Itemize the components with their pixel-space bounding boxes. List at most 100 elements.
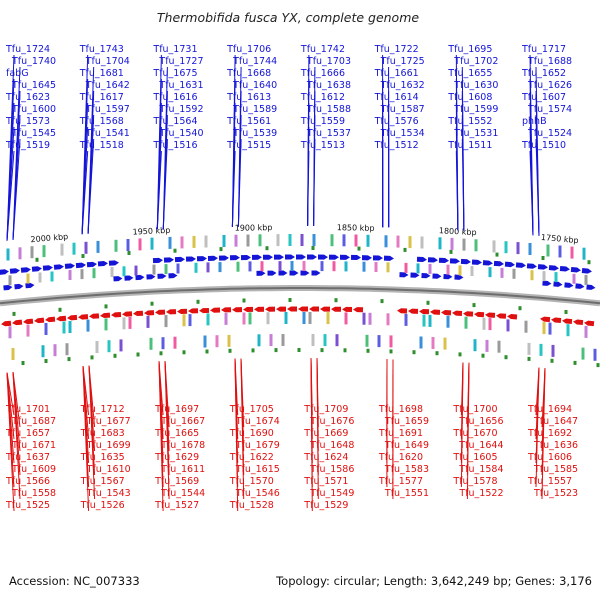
- gene-label[interactable]: phhB: [522, 116, 547, 127]
- gene-label[interactable]: Tfu_1540: [158, 128, 203, 139]
- gene-label[interactable]: Tfu_1657: [5, 428, 50, 439]
- gene-label[interactable]: Tfu_1597: [85, 104, 130, 115]
- gene-label[interactable]: Tfu_1559: [300, 116, 345, 127]
- gene-label[interactable]: Tfu_1670: [452, 428, 497, 439]
- gene-label[interactable]: Tfu_1731: [152, 44, 197, 55]
- gene-label[interactable]: Tfu_1687: [11, 416, 56, 427]
- gene-label[interactable]: Tfu_1668: [226, 68, 271, 79]
- gene-label[interactable]: Tfu_1638: [306, 80, 351, 91]
- gene-label[interactable]: Tfu_1692: [527, 428, 572, 439]
- gene-label[interactable]: Tfu_1694: [527, 404, 572, 415]
- gene-label[interactable]: Tfu_1537: [306, 128, 351, 139]
- gene-label[interactable]: Tfu_1612: [300, 92, 345, 103]
- gene-label[interactable]: Tfu_1655: [447, 68, 492, 79]
- gene-label[interactable]: Tfu_1546: [235, 488, 280, 499]
- gene-label[interactable]: Tfu_1599: [453, 104, 498, 115]
- gene-label[interactable]: Tfu_1644: [458, 440, 503, 451]
- gene-label[interactable]: Tfu_1743: [79, 44, 124, 55]
- gene-label[interactable]: Tfu_1576: [374, 116, 419, 127]
- gene-label[interactable]: Tfu_1691: [378, 428, 423, 439]
- gene-label[interactable]: Tfu_1592: [158, 104, 203, 115]
- gene-label[interactable]: Tfu_1703: [306, 56, 351, 67]
- gene-label[interactable]: Tfu_1652: [521, 68, 566, 79]
- gene-label[interactable]: Tfu_1676: [309, 416, 354, 427]
- gene-label[interactable]: Tfu_1515: [226, 140, 271, 151]
- gene-label[interactable]: Tfu_1558: [11, 488, 56, 499]
- gene-label[interactable]: Tfu_1697: [154, 404, 199, 415]
- gene-label[interactable]: Tfu_1640: [232, 80, 277, 91]
- gene-label[interactable]: Tfu_1632: [380, 80, 425, 91]
- gene-label[interactable]: Tfu_1705: [229, 404, 274, 415]
- gene-label[interactable]: Tfu_1695: [447, 44, 492, 55]
- gene-label[interactable]: Tfu_1567: [80, 476, 125, 487]
- gene-label[interactable]: fabG: [6, 68, 29, 79]
- gene-label[interactable]: Tfu_1529: [303, 500, 348, 511]
- gene-label[interactable]: Tfu_1510: [521, 140, 566, 151]
- gene-label[interactable]: Tfu_1611: [160, 464, 205, 475]
- gene-label[interactable]: Tfu_1630: [453, 80, 498, 91]
- gene-label[interactable]: Tfu_1534: [380, 128, 425, 139]
- gene-label[interactable]: Tfu_1678: [160, 440, 205, 451]
- gene-label[interactable]: Tfu_1615: [235, 464, 280, 475]
- gene-label[interactable]: Tfu_1584: [458, 464, 503, 475]
- gene-label[interactable]: Tfu_1642: [85, 80, 130, 91]
- gene-label[interactable]: Tfu_1700: [452, 404, 497, 415]
- gene-label[interactable]: Tfu_1609: [11, 464, 56, 475]
- gene-label[interactable]: Tfu_1523: [533, 488, 578, 499]
- gene-label[interactable]: Tfu_1569: [154, 476, 199, 487]
- gene-label[interactable]: Tfu_1606: [527, 452, 572, 463]
- gene-label[interactable]: Tfu_1631: [158, 80, 203, 91]
- gene-label[interactable]: Tfu_1649: [384, 440, 429, 451]
- gene-label[interactable]: Tfu_1605: [452, 452, 497, 463]
- gene-label[interactable]: Tfu_1614: [374, 92, 419, 103]
- gene-label[interactable]: Tfu_1541: [85, 128, 130, 139]
- gene-label[interactable]: Tfu_1524: [527, 128, 572, 139]
- gene-label[interactable]: Tfu_1725: [380, 56, 425, 67]
- gene-label[interactable]: Tfu_1557: [527, 476, 572, 487]
- gene-label[interactable]: Tfu_1543: [86, 488, 131, 499]
- gene-label[interactable]: Tfu_1568: [79, 116, 124, 127]
- gene-label[interactable]: Tfu_1679: [235, 440, 280, 451]
- gene-label[interactable]: Tfu_1656: [458, 416, 503, 427]
- gene-label[interactable]: Tfu_1589: [232, 104, 277, 115]
- gene-label[interactable]: Tfu_1702: [453, 56, 498, 67]
- gene-label[interactable]: Tfu_1552: [447, 116, 492, 127]
- gene-label[interactable]: Tfu_1717: [521, 44, 566, 55]
- gene-label[interactable]: Tfu_1722: [374, 44, 419, 55]
- gene-label[interactable]: Tfu_1671: [11, 440, 56, 451]
- gene-label[interactable]: Tfu_1573: [5, 116, 50, 127]
- gene-label[interactable]: Tfu_1561: [226, 116, 271, 127]
- gene-label[interactable]: Tfu_1512: [374, 140, 419, 151]
- gene-label[interactable]: Tfu_1519: [5, 140, 50, 151]
- gene-label[interactable]: Tfu_1585: [533, 464, 578, 475]
- gene-label[interactable]: Tfu_1690: [229, 428, 274, 439]
- gene-label[interactable]: Tfu_1636: [533, 440, 578, 451]
- gene-label[interactable]: Tfu_1724: [5, 44, 50, 55]
- gene-label[interactable]: Tfu_1518: [79, 140, 124, 151]
- gene-label[interactable]: Tfu_1623: [5, 92, 50, 103]
- gene-label[interactable]: Tfu_1583: [384, 464, 429, 475]
- gene-label[interactable]: Tfu_1527: [154, 500, 199, 511]
- gene-label[interactable]: Tfu_1624: [303, 452, 348, 463]
- gene-label[interactable]: Tfu_1564: [152, 116, 197, 127]
- gene-label[interactable]: Tfu_1635: [80, 452, 125, 463]
- gene-label[interactable]: Tfu_1528: [229, 500, 274, 511]
- gene-label[interactable]: Tfu_1544: [160, 488, 205, 499]
- gene-label[interactable]: Tfu_1674: [235, 416, 280, 427]
- gene-label[interactable]: Tfu_1629: [154, 452, 199, 463]
- gene-label[interactable]: Tfu_1677: [86, 416, 131, 427]
- gene-label[interactable]: Tfu_1704: [85, 56, 130, 67]
- gene-label[interactable]: Tfu_1706: [226, 44, 271, 55]
- gene-label[interactable]: Tfu_1587: [380, 104, 425, 115]
- gene-label[interactable]: Tfu_1610: [86, 464, 131, 475]
- gene-label[interactable]: Tfu_1647: [533, 416, 578, 427]
- gene-label[interactable]: Tfu_1727: [158, 56, 203, 67]
- gene-label[interactable]: Tfu_1608: [447, 92, 492, 103]
- gene-label[interactable]: Tfu_1626: [527, 80, 572, 91]
- gene-label[interactable]: Tfu_1522: [458, 488, 503, 499]
- gene-label[interactable]: Tfu_1740: [11, 56, 56, 67]
- gene-label[interactable]: Tfu_1516: [152, 140, 197, 151]
- gene-label[interactable]: Tfu_1578: [452, 476, 497, 487]
- gene-label[interactable]: Tfu_1525: [5, 500, 50, 511]
- gene-label[interactable]: Tfu_1574: [527, 104, 572, 115]
